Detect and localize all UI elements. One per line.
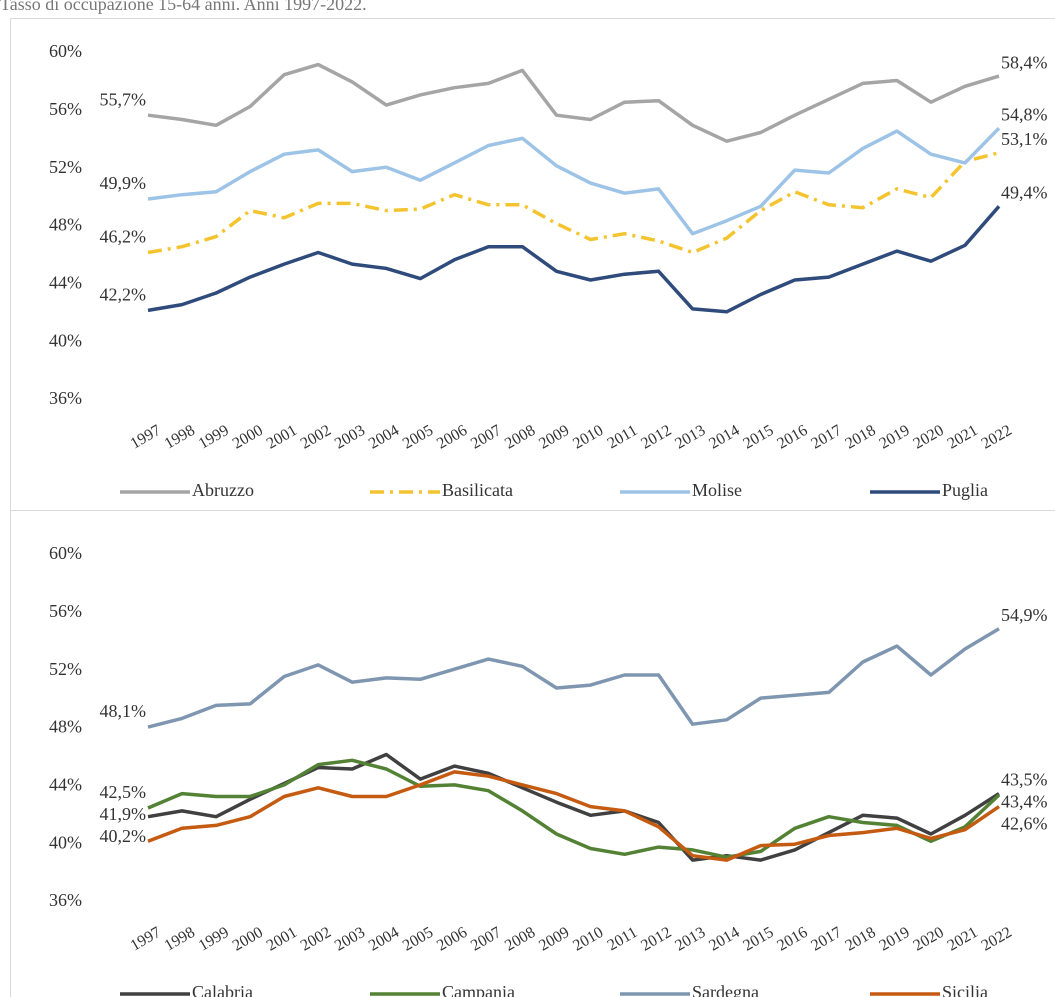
data-label: 58,4% [1001, 52, 1048, 72]
series-line [147, 770, 1000, 862]
y-tick-label: 44% [49, 774, 82, 794]
page-title: Tasso di occupazione 15-64 anni. Anni 19… [0, 0, 367, 14]
series-line [147, 62, 1000, 143]
legend-label: Campania [442, 982, 515, 997]
y-tick-label: 36% [49, 890, 82, 910]
data-label: 48,1% [100, 701, 147, 721]
series-line [147, 627, 1000, 729]
data-label: 42,2% [100, 284, 147, 304]
legend-label: Calabria [192, 982, 253, 997]
y-tick-label: 52% [49, 157, 82, 177]
data-label: 49,4% [1001, 182, 1048, 202]
legend-label: Puglia [942, 480, 988, 500]
legend-label: Basilicata [442, 480, 513, 500]
data-label: 46,2% [100, 227, 147, 247]
y-tick-label: 48% [49, 215, 82, 235]
series-line [147, 151, 1000, 255]
data-label: 55,7% [100, 89, 147, 109]
y-tick-label: 36% [49, 388, 82, 408]
y-tick-label: 60% [49, 41, 82, 61]
data-label: 40,2% [100, 826, 147, 846]
data-label: 53,1% [1001, 129, 1048, 149]
y-tick-label: 60% [49, 543, 82, 563]
data-label: 42,6% [1001, 814, 1048, 834]
y-tick-label: 56% [49, 99, 82, 119]
data-label: 41,9% [100, 804, 147, 824]
y-tick-label: 44% [49, 272, 82, 292]
y-tick-label: 52% [49, 659, 82, 679]
y-tick-label: 56% [49, 601, 82, 621]
y-tick-label: 48% [49, 717, 82, 737]
data-label: 54,8% [1001, 104, 1048, 124]
data-label: 43,4% [1001, 792, 1048, 812]
legend-label: Abruzzo [192, 480, 254, 500]
legend-label: Molise [692, 480, 742, 500]
data-label: 49,9% [100, 173, 147, 193]
data-label: 54,9% [1001, 605, 1048, 625]
y-tick-label: 40% [49, 330, 82, 350]
panel-border [10, 510, 1055, 997]
data-label: 42,5% [100, 782, 147, 802]
legend-label: Sicilia [942, 982, 988, 997]
legend-label: Sardegna [692, 982, 759, 997]
series-line [147, 758, 1001, 859]
data-label: 43,5% [1001, 770, 1048, 790]
y-tick-label: 40% [49, 832, 82, 852]
series-line [147, 205, 1001, 314]
series-line [147, 126, 1001, 236]
